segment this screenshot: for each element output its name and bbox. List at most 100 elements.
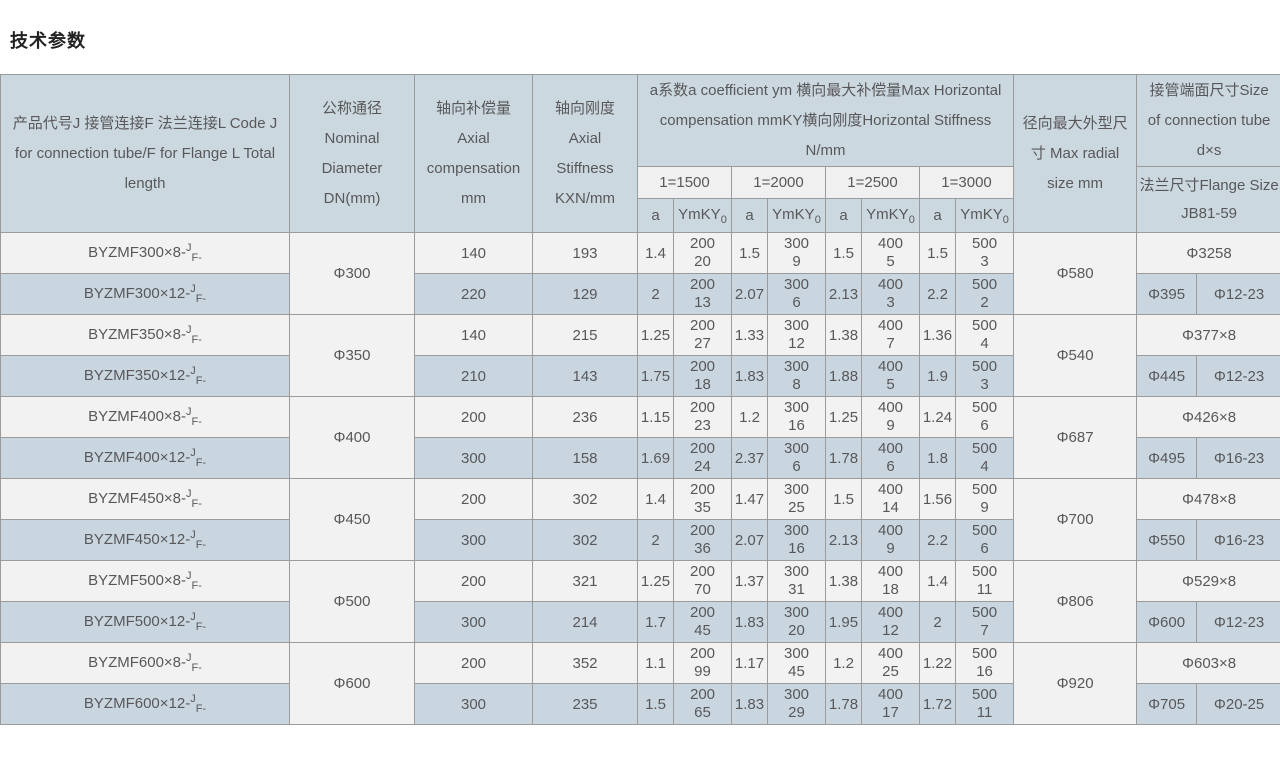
header-ymky: YmKY0	[862, 199, 920, 233]
flange-holes-cell: Φ12-23	[1197, 602, 1280, 643]
coefficient-a-cell: 2.07	[732, 274, 768, 315]
nominal-diameter-cell: Φ400	[290, 397, 415, 479]
flange-diameter-cell: Φ495	[1137, 438, 1197, 479]
spec-table: 产品代号J 接管连接F 法兰连接L Code J for connection …	[0, 74, 1280, 725]
axial-stiffness-cell: 302	[533, 479, 638, 520]
flange-holes-cell: Φ16-23	[1197, 438, 1280, 479]
header-coefficient-group: a系数a coefficient ym 横向最大补偿量Max Horizonta…	[638, 75, 1014, 167]
nominal-diameter-cell: Φ600	[290, 643, 415, 725]
page-title: 技术参数	[10, 27, 1280, 53]
header-a: a	[920, 199, 956, 233]
max-radial-cell: Φ920	[1014, 643, 1137, 725]
coefficient-a-cell: 2.2	[920, 274, 956, 315]
coefficient-a-cell: 1.5	[826, 479, 862, 520]
axial-compensation-cell: 300	[415, 520, 533, 561]
header-ymky: YmKY0	[956, 199, 1014, 233]
header-tube-size: 接管端面尺寸Size of connection tube d×s	[1137, 75, 1280, 167]
axial-compensation-cell: 300	[415, 602, 533, 643]
axial-compensation-cell: 220	[415, 274, 533, 315]
coefficient-a-cell: 1.47	[732, 479, 768, 520]
nominal-diameter-cell: Φ300	[290, 233, 415, 315]
coefficient-a-cell: 2	[638, 520, 674, 561]
coefficient-a-cell: 2.13	[826, 520, 862, 561]
coefficient-a-cell: 1.5	[732, 233, 768, 274]
header-flange-size: 法兰尺寸Flange Size JB81-59	[1137, 167, 1280, 233]
coefficient-a-cell: 1.7	[638, 602, 674, 643]
coefficient-a-cell: 1.33	[732, 315, 768, 356]
header-axial-stiffness: 轴向刚度Axial Stiffness KXN/mm	[533, 75, 638, 233]
product-code-cell: BYZMF300×8-JF-	[1, 233, 290, 274]
coefficient-a-cell: 1.4	[638, 479, 674, 520]
flange-diameter-cell: Φ705	[1137, 684, 1197, 725]
coefficient-a-cell: 1.83	[732, 602, 768, 643]
tube-size-cell: Φ529×8	[1137, 561, 1280, 602]
coefficient-a-cell: 1.69	[638, 438, 674, 479]
flange-holes-cell: Φ20-25	[1197, 684, 1280, 725]
axial-compensation-cell: 140	[415, 315, 533, 356]
coefficient-a-cell: 2.37	[732, 438, 768, 479]
coefficient-a-cell: 1.4	[920, 561, 956, 602]
axial-stiffness-cell: 129	[533, 274, 638, 315]
coefficient-a-cell: 1.22	[920, 643, 956, 684]
product-code-cell: BYZMF300×12-JF-	[1, 274, 290, 315]
coefficient-a-cell: 1.5	[826, 233, 862, 274]
coefficient-a-cell: 1.95	[826, 602, 862, 643]
product-code-cell: BYZMF450×8-JF-	[1, 479, 290, 520]
flange-diameter-cell: Φ445	[1137, 356, 1197, 397]
header-max-radial: 径向最大外型尺寸 Max radial size mm	[1014, 75, 1137, 233]
axial-stiffness-cell: 236	[533, 397, 638, 438]
tube-size-cell: Φ478×8	[1137, 479, 1280, 520]
axial-stiffness-cell: 235	[533, 684, 638, 725]
axial-stiffness-cell: 321	[533, 561, 638, 602]
coefficient-a-cell: 1.4	[638, 233, 674, 274]
coefficient-a-cell: 1.25	[638, 315, 674, 356]
product-code-cell: BYZMF350×12-JF-	[1, 356, 290, 397]
header-length-1500: 1=1500	[638, 167, 732, 199]
flange-holes-cell: Φ12-23	[1197, 356, 1280, 397]
axial-compensation-cell: 300	[415, 684, 533, 725]
coefficient-a-cell: 1.2	[826, 643, 862, 684]
product-code-cell: BYZMF600×8-JF-	[1, 643, 290, 684]
header-a: a	[638, 199, 674, 233]
axial-compensation-cell: 210	[415, 356, 533, 397]
header-axial-compensation: 轴向补偿量Axial compensation mm	[415, 75, 533, 233]
header-product-code: 产品代号J 接管连接F 法兰连接L Code J for connection …	[1, 75, 290, 233]
axial-compensation-cell: 200	[415, 643, 533, 684]
axial-stiffness-cell: 352	[533, 643, 638, 684]
coefficient-a-cell: 1.56	[920, 479, 956, 520]
tube-size-cell: Φ377×8	[1137, 315, 1280, 356]
flange-holes-cell: Φ16-23	[1197, 520, 1280, 561]
flange-diameter-cell: Φ550	[1137, 520, 1197, 561]
